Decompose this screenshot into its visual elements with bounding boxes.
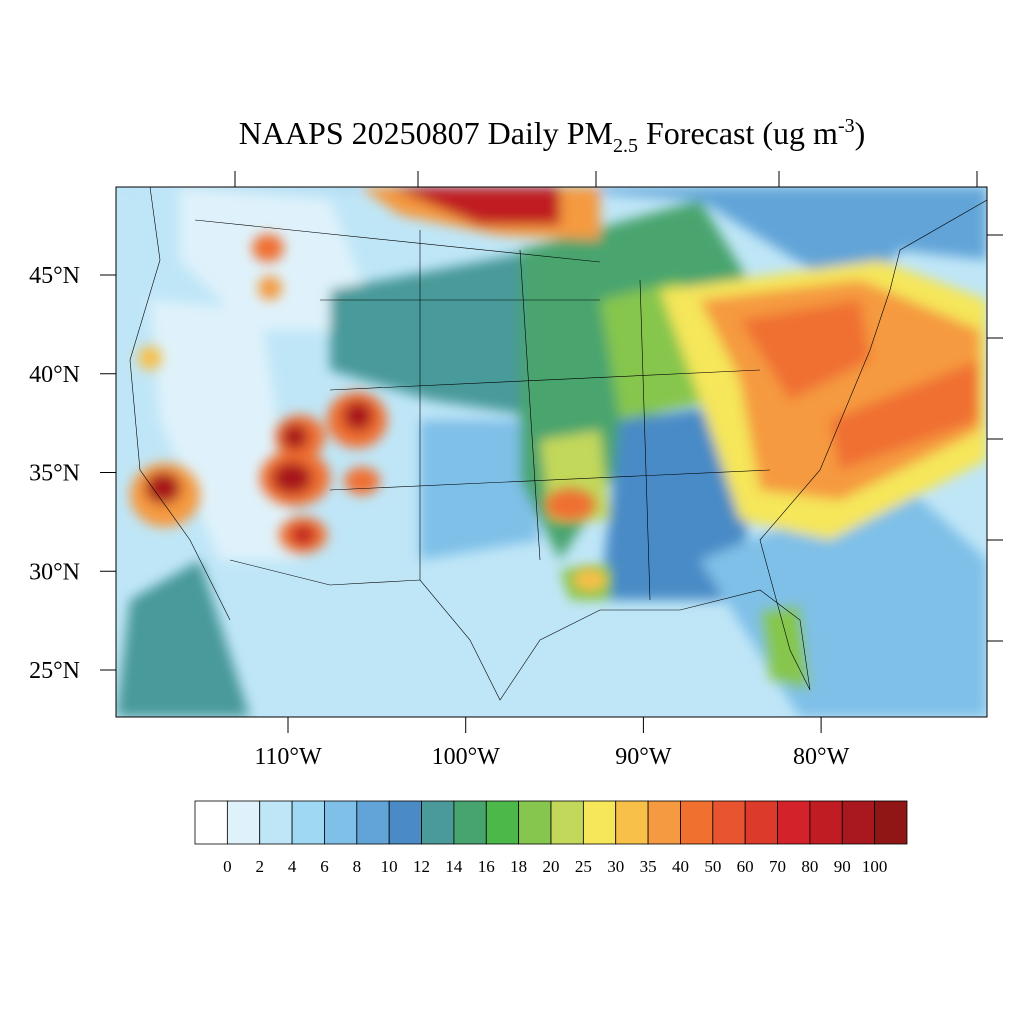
colorbar-label: 60	[737, 857, 754, 876]
colorbar-label: 8	[353, 857, 362, 876]
colorbar-swatch	[291, 800, 325, 845]
frame-ticks	[234, 171, 1003, 642]
lon-tick-label: 100°W	[432, 744, 501, 770]
colorbar-swatch	[259, 800, 293, 845]
lat-tick-label: 30°N	[29, 559, 80, 585]
lon-tick-label: 110°W	[254, 744, 322, 770]
colorbar-swatch	[226, 800, 261, 845]
colorbar-label: 20	[543, 857, 560, 876]
colorbar-label: 35	[640, 857, 657, 876]
colorbar-label: 10	[381, 857, 398, 876]
colorbar-swatch	[680, 800, 714, 845]
colorbar-label: 50	[704, 857, 721, 876]
colorbar-swatch	[485, 800, 520, 845]
colorbar-swatch	[647, 800, 681, 845]
title-text: Forecast (ug m	[638, 115, 838, 151]
colorbar-swatch	[841, 800, 876, 845]
pm-field	[116, 187, 987, 717]
colorbar-swatch	[324, 800, 358, 845]
title-superscript: -3	[838, 115, 855, 137]
lon-tick-label: 90°W	[615, 744, 672, 770]
colorbar-swatch	[356, 800, 390, 845]
colorbar-swatch	[809, 800, 843, 845]
lat-tick-label: 25°N	[29, 658, 80, 684]
map-frame	[115, 186, 988, 718]
colorbar-label: 90	[834, 857, 851, 876]
title-text: )	[855, 115, 866, 151]
map-title: NAAPS 20250807 Daily PM2.5 Forecast (ug …	[239, 115, 866, 157]
lat-tick-label: 40°N	[29, 362, 80, 388]
colorbar-swatch	[421, 800, 455, 845]
colorbar-swatch	[194, 800, 228, 845]
colorbar-swatch	[388, 800, 422, 845]
colorbar-label: 80	[801, 857, 818, 876]
lon-tick-label: 80°W	[793, 744, 850, 770]
colorbar-swatch	[777, 800, 811, 845]
colorbar-swatch	[712, 800, 746, 845]
colorbar-label: 2	[255, 857, 264, 876]
colorbar-swatch	[744, 800, 778, 845]
colorbar-label: 14	[445, 857, 463, 876]
title-text: NAAPS 20250807 Daily PM	[239, 115, 613, 151]
lat-tick-label: 45°N	[29, 263, 80, 289]
colorbar-label: 4	[288, 857, 297, 876]
colorbar-label: 18	[510, 857, 527, 876]
colorbar-swatch	[453, 800, 487, 845]
colorbar-label: 16	[478, 857, 495, 876]
colorbar-label: 70	[769, 857, 786, 876]
colorbar-label: 12	[413, 857, 430, 876]
colorbar-swatch	[874, 800, 908, 845]
lat-tick-label: 35°N	[29, 461, 80, 487]
colorbar-swatch	[582, 800, 617, 845]
colorbar-label: 6	[320, 857, 329, 876]
colorbar-swatch	[615, 800, 649, 845]
colorbar-label: 25	[575, 857, 592, 876]
colorbar-label: 0	[223, 857, 232, 876]
colorbar-label: 30	[607, 857, 624, 876]
colorbar-label: 40	[672, 857, 689, 876]
colorbar-swatch	[550, 800, 584, 845]
colorbar-label: 100	[862, 857, 888, 876]
colorbar-swatch	[518, 800, 552, 845]
title-subscript: 2.5	[613, 135, 638, 157]
